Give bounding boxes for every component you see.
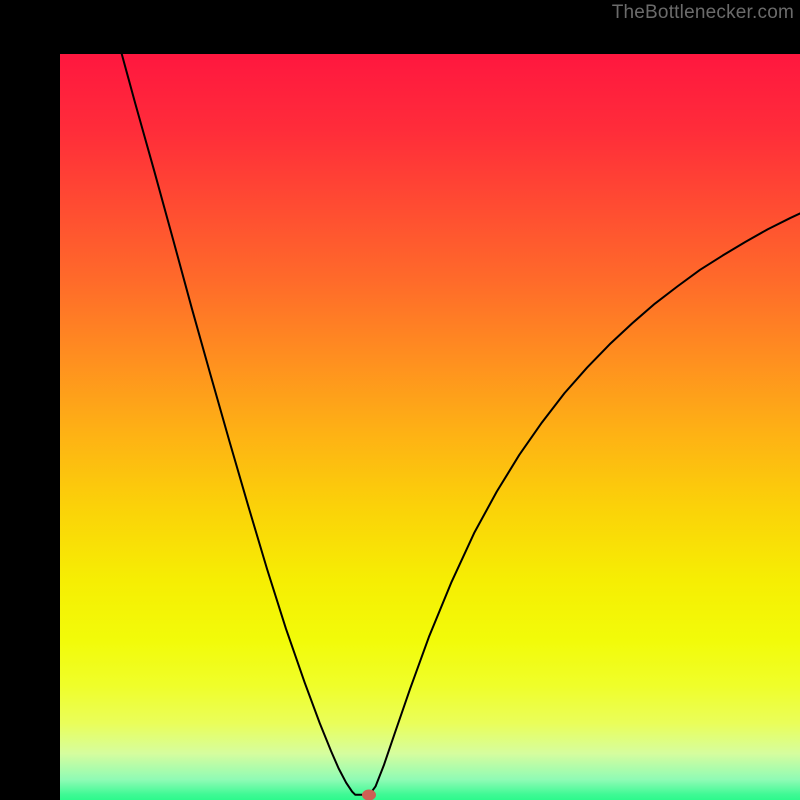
watermark-text: TheBottlenecker.com — [612, 2, 794, 24]
bottleneck-curve — [60, 54, 800, 800]
plot-area — [60, 54, 800, 800]
optimum-marker — [362, 789, 376, 800]
chart-frame — [0, 0, 800, 800]
